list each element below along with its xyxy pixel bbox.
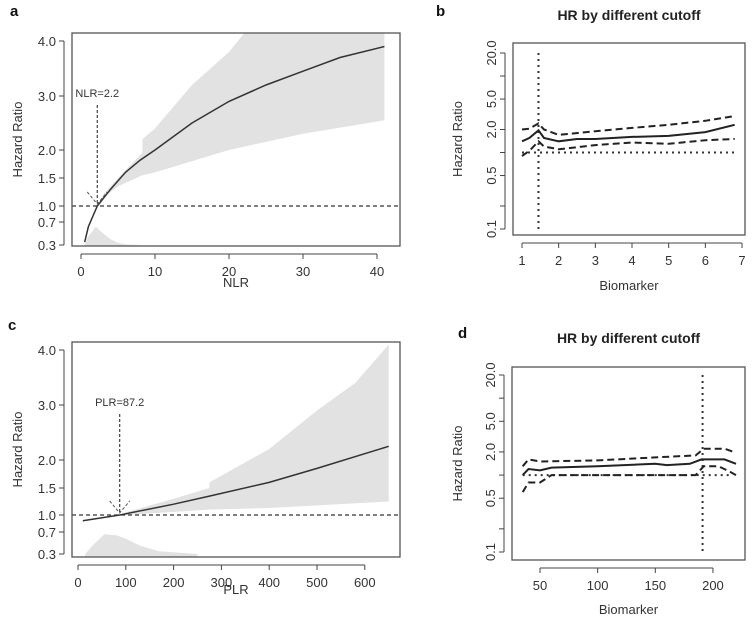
x-tick-label: 600 xyxy=(354,575,376,590)
x-tick-label: 7 xyxy=(738,253,745,268)
x-tick-label: 100 xyxy=(115,575,137,590)
cutoff-arrow xyxy=(109,500,131,514)
x-tick-label: 150 xyxy=(644,578,666,593)
x-tick-label: 300 xyxy=(211,575,233,590)
y-axis: 4.0 3.0 2.0 1.5 1.00.7 0.3 xyxy=(38,34,65,253)
x-tick-label: 0 xyxy=(74,575,81,590)
y-tick-label: 1.0 xyxy=(38,508,56,523)
cutoff-label: NLR=2.2 xyxy=(75,88,119,100)
y-tick-label: 2.0 xyxy=(484,120,499,138)
hr-line xyxy=(521,458,737,476)
y-axis: 0.1 0.5 2.0 5.0 20.0 xyxy=(483,362,505,561)
y-tick-label: 0.7 xyxy=(38,525,56,540)
y-tick-label: 5.0 xyxy=(483,412,498,430)
y-tick-label: 1.0 xyxy=(38,199,56,214)
panel-d: 50 100 150 200 0.1 0.5 2.0 5.0 20.0 Biomarker Haza… xyxy=(450,325,746,617)
x-axis: 50 100 150 200 xyxy=(533,567,724,593)
x-axis: 0 10 20 30 40 xyxy=(77,253,384,279)
y-axis: 4.0 3.0 2.0 1.5 1.0 0.7 0.3 xyxy=(38,343,65,562)
y-axis-label: Hazard Ratio xyxy=(450,101,465,177)
panel-label: b xyxy=(436,3,445,20)
x-tick-label: 200 xyxy=(702,578,724,593)
plot-area xyxy=(521,375,737,552)
ci-upper-line xyxy=(521,115,735,136)
plot-frame xyxy=(71,32,401,247)
hr-line xyxy=(521,123,735,143)
y-axis-label: Hazard Ratio xyxy=(10,102,25,178)
x-tick-label: 3 xyxy=(592,253,599,268)
y-tick-label: 4.0 xyxy=(38,34,56,49)
panel-label: a xyxy=(10,3,19,20)
y-tick-label: 2.0 xyxy=(38,143,56,158)
density-area xyxy=(85,534,198,557)
plot-area xyxy=(521,53,739,229)
chart-title: HR by different cutoff xyxy=(557,7,700,23)
x-axis-label: NLR xyxy=(223,275,249,290)
y-tick-label: 3.0 xyxy=(38,89,56,104)
panel-label: c xyxy=(8,317,16,334)
plot-area xyxy=(72,33,400,246)
y-tick-label: 1.5 xyxy=(38,171,56,186)
ci-lower-line xyxy=(521,138,735,157)
y-tick-label: 0.5 xyxy=(484,166,499,184)
x-tick-label: 400 xyxy=(258,575,280,590)
x-tick-label: 50 xyxy=(533,578,547,593)
x-tick-label: 5 xyxy=(665,253,672,268)
x-tick-label: 100 xyxy=(587,578,609,593)
panel-label: d xyxy=(458,325,467,342)
hr-curve xyxy=(82,445,389,522)
ci-upper-line xyxy=(521,447,737,467)
y-tick-label: 3.0 xyxy=(38,398,56,413)
y-tick-label: 0.5 xyxy=(483,489,498,507)
y-tick-label: 0.3 xyxy=(38,547,56,562)
y-axis-label: Hazard Ratio xyxy=(10,412,25,488)
x-tick-label: 40 xyxy=(370,264,384,279)
x-tick-label: 10 xyxy=(148,264,162,279)
ci-lower-line xyxy=(521,465,737,493)
y-tick-label: 5.0 xyxy=(484,90,499,108)
panel-b: 1 2 3 4 5 6 7 0.1 0.5 2.0 5.0 20.0 Biomarker Hazard R… xyxy=(436,3,746,293)
plot-area xyxy=(72,344,400,557)
ci-band xyxy=(119,344,389,515)
y-axis-label: Hazard Ratio xyxy=(450,426,465,502)
x-tick-label: 6 xyxy=(702,253,709,268)
y-tick-label: 20.0 xyxy=(484,40,499,65)
x-tick-label: 200 xyxy=(163,575,185,590)
chart-title: HR by different cutoff xyxy=(557,330,700,346)
plot-frame xyxy=(71,341,401,558)
cutoff-arrow xyxy=(86,191,108,205)
x-axis: 1 2 3 4 5 6 7 xyxy=(518,242,746,268)
hr-curve xyxy=(83,45,385,243)
x-tick-label: 20 xyxy=(222,264,236,279)
ci-band xyxy=(97,33,385,206)
plot-frame xyxy=(512,42,746,236)
x-tick-label: 0 xyxy=(77,264,84,279)
cutoff-label: PLR=87.2 xyxy=(95,397,144,409)
y-tick-label: 0.3 xyxy=(38,238,56,253)
y-tick-label: 0.1 xyxy=(483,543,498,561)
x-axis-label: PLR xyxy=(223,582,248,597)
panel-c: PLR=87.2 0 100 200 300 400 500 600 4.0 3.0 2.0 1.5 1… xyxy=(8,317,401,597)
x-axis-label: Biomarker xyxy=(599,278,659,293)
y-tick-label: 1.5 xyxy=(38,481,56,496)
density-area xyxy=(84,226,141,246)
x-axis-label: Biomarker xyxy=(599,602,659,617)
y-tick-label: 0.7 xyxy=(38,215,56,230)
x-tick-label: 4 xyxy=(628,253,635,268)
x-tick-label: 1 xyxy=(518,253,525,268)
y-tick-label: 2.0 xyxy=(38,453,56,468)
x-tick-label: 30 xyxy=(296,264,310,279)
x-tick-label: 2 xyxy=(555,253,562,268)
y-tick-label: 4.0 xyxy=(38,343,56,358)
y-tick-label: 0.1 xyxy=(484,220,499,238)
x-tick-label: 500 xyxy=(306,575,328,590)
y-axis: 0.1 0.5 2.0 5.0 20.0 xyxy=(484,40,506,238)
y-tick-label: 20.0 xyxy=(483,362,498,387)
panel-a: NLR=2.2 0 10 20 30 40 4.0 3.0 2.0 1.5 1.00.7 0.3 NLR… xyxy=(10,3,401,290)
plot-frame xyxy=(511,366,746,561)
x-axis: 0 100 200 300 400 500 600 xyxy=(74,564,376,590)
y-tick-label: 2.0 xyxy=(483,443,498,461)
